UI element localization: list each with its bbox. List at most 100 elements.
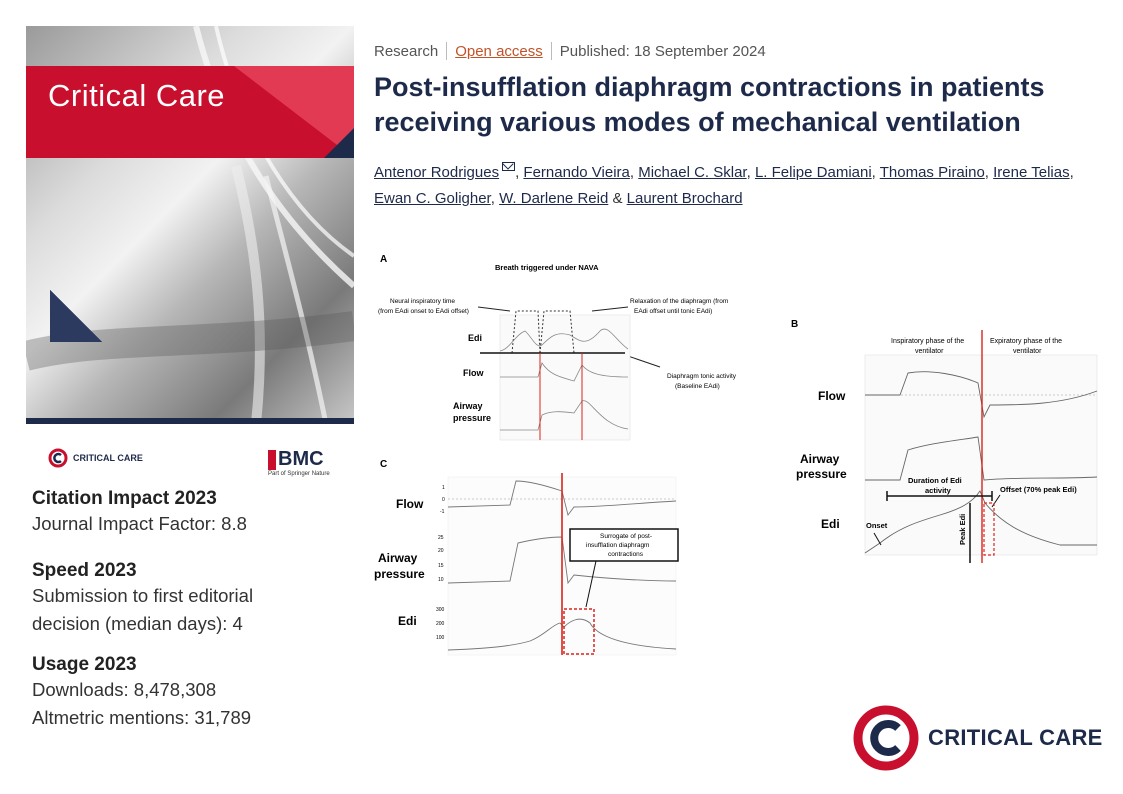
author-link[interactable]: Fernando Vieira <box>523 164 630 181</box>
annotation-relaxation: EAdi offset until tonic EAdi) <box>634 308 712 315</box>
journal-metrics: Citation Impact 2023 Journal Impact Fact… <box>32 488 332 732</box>
phase-expiratory: ventilator <box>1013 348 1042 355</box>
annotation-neural-time: Neural inspiratory time <box>390 298 455 305</box>
tick-label: 20 <box>438 548 444 554</box>
metric-heading: Speed 2023 <box>32 560 137 581</box>
figure-graphical-abstract: A Breath triggered under NAVA Neural ins… <box>360 245 1120 665</box>
surrogate-label: contractions <box>608 551 644 558</box>
tick-label: 25 <box>438 535 444 541</box>
peak-edi-label: Peak Edi <box>958 514 967 545</box>
email-icon[interactable] <box>502 162 516 171</box>
tick-label: 300 <box>436 607 445 613</box>
author-separator: , <box>515 164 520 181</box>
article-meta: Research Open access Published: 18 Septe… <box>374 42 766 60</box>
offset-label: Offset (70% peak Edi) <box>1000 485 1077 494</box>
author-separator: , <box>984 164 989 181</box>
trace-label-edi: Edi <box>398 614 417 628</box>
trace-label-pressure: pressure <box>453 413 491 423</box>
author-link[interactable]: Ewan C. Goligher <box>374 190 491 207</box>
annotation-tonic: Diaphragm tonic activity <box>667 373 737 380</box>
trace-label-pressure: pressure <box>374 567 425 581</box>
metric-value: decision (median days): 4 <box>32 613 243 634</box>
trace-label-flow: Flow <box>396 497 424 511</box>
tick-label: 10 <box>438 577 444 583</box>
metric-value: Submission to first editorial <box>32 585 254 606</box>
article-title-line: receiving various modes of mechanical ve… <box>374 107 1021 137</box>
phase-inspiratory: ventilator <box>915 348 944 355</box>
metric-speed: Speed 2023 Submission to first editorial… <box>32 560 332 638</box>
author-and: & <box>612 190 623 207</box>
tick-label: 15 <box>438 563 444 569</box>
published-date: Published: 18 September 2024 <box>559 42 766 60</box>
author-list: Antenor Rodrigues, Fernando Vieira, Mich… <box>374 160 1109 212</box>
journal-cover: Critical Care <box>26 26 354 424</box>
critical-care-logo-large: CRITICAL CARE <box>852 704 1103 772</box>
tick-label: 200 <box>436 621 445 627</box>
trace-label-flow: Flow <box>463 368 484 378</box>
annotation-tonic: (Baseline EAdi) <box>675 383 720 390</box>
tick-label: 0 <box>442 497 445 503</box>
metric-usage: Usage 2023 Downloads: 8,478,308 Altmetri… <box>32 654 332 732</box>
panel-c: C Flow Airway pressure Edi 1 0 -1 25 20 … <box>374 459 679 656</box>
author-link[interactable]: Laurent Brochard <box>626 190 743 207</box>
panel-c-label: C <box>380 459 387 470</box>
panel-b-label: B <box>791 319 798 330</box>
cc-logo-text: CRITICAL CARE <box>928 725 1103 750</box>
trace-label-pressure: pressure <box>796 467 847 481</box>
author-separator: , <box>871 164 876 181</box>
onset-label: Onset <box>866 521 888 530</box>
author-link[interactable]: Antenor Rodrigues <box>374 164 500 181</box>
panel-b: B Inspiratory phase of the ventilator Ex… <box>791 319 1098 563</box>
trace-label-airway: Airway <box>378 551 418 565</box>
bmc-logo: BMC Part of Springer Nature <box>268 448 330 477</box>
cc-logo-text: CRITICAL CARE <box>73 453 143 463</box>
open-access-link[interactable]: Open access <box>455 42 543 60</box>
trace-label-edi: Edi <box>821 517 840 531</box>
cover-bottom-bar <box>26 418 354 424</box>
surrogate-label: Surrogate of post- <box>600 533 652 540</box>
trace-label-airway: Airway <box>453 401 483 411</box>
duration-label: activity <box>925 486 952 495</box>
author-link[interactable]: Irene Telias <box>993 164 1070 181</box>
cc-logo-icon <box>853 705 919 771</box>
duration-label: Duration of Edi <box>908 476 962 485</box>
tick-label: 1 <box>442 485 445 491</box>
cc-logo-icon <box>48 448 68 468</box>
metric-value: Journal Impact Factor: 8.8 <box>32 513 247 534</box>
bmc-logo-subtext: Part of Springer Nature <box>268 471 330 477</box>
cover-title: Critical Care <box>48 78 226 113</box>
author-link[interactable]: Thomas Piraino <box>879 164 985 181</box>
metric-value: Downloads: 8,478,308 <box>32 679 217 700</box>
bmc-logo-text: BMC <box>278 448 324 470</box>
article-title-line: Post-insufflation diaphragm contractions… <box>374 72 1045 102</box>
article-title: Post-insufflation diaphragm contractions… <box>374 70 1114 140</box>
trace-label-edi: Edi <box>468 333 482 343</box>
author-separator: , <box>1069 164 1074 181</box>
panel-a-title: Breath triggered under NAVA <box>495 263 599 272</box>
metric-citation: Citation Impact 2023 Journal Impact Fact… <box>32 488 332 538</box>
trace-label-airway: Airway <box>800 452 840 466</box>
metric-value: Altmetric mentions: 31,789 <box>32 707 252 728</box>
tick-label: 100 <box>436 635 445 641</box>
cover-red-band <box>26 66 354 158</box>
metric-heading: Usage 2023 <box>32 654 137 675</box>
author-separator: , <box>746 164 751 181</box>
author-separator: , <box>490 190 495 207</box>
phase-inspiratory: Inspiratory phase of the <box>891 338 964 345</box>
annotation-neural-time: (from EAdi onset to EAdi offset) <box>378 308 469 315</box>
annotation-relaxation: Relaxation of the diaphragm (from <box>630 298 728 305</box>
critical-care-logo-small: CRITICAL CARE <box>48 448 143 468</box>
article-type: Research <box>374 42 439 60</box>
author-link[interactable]: L. Felipe Damiani <box>754 164 872 181</box>
author-separator: , <box>629 164 635 181</box>
panel-a-label: A <box>380 254 387 265</box>
figure-svg: A Breath triggered under NAVA Neural ins… <box>374 254 1098 656</box>
tick-label: -1 <box>440 509 445 515</box>
metric-heading: Citation Impact 2023 <box>32 488 217 509</box>
author-link[interactable]: W. Darlene Reid <box>499 190 609 207</box>
surrogate-label: insufflation diaphragm <box>586 542 649 549</box>
panel-a: A Breath triggered under NAVA Neural ins… <box>378 254 737 441</box>
cover-navy-triangle <box>50 290 102 342</box>
author-link[interactable]: Michael C. Sklar <box>638 164 747 181</box>
phase-expiratory: Expiratory phase of the <box>990 338 1062 345</box>
